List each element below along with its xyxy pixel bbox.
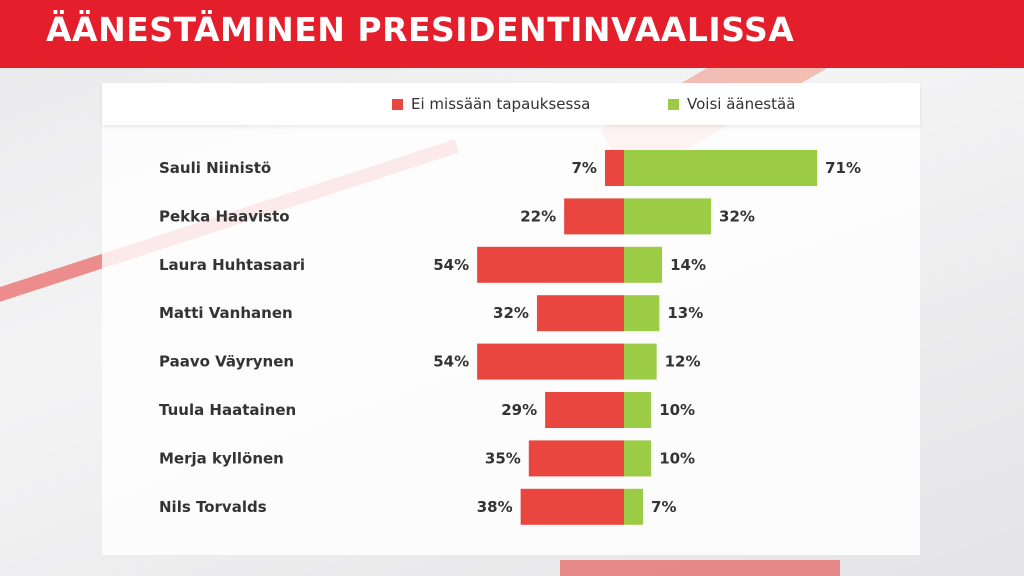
bar-negative <box>477 246 624 283</box>
category-label: Laura Huhtasaari <box>159 256 305 274</box>
category-label: Sauli Niinistö <box>159 159 271 177</box>
bar-positive <box>624 343 657 380</box>
legend-item-negative: Ei missään tapauksessa <box>392 95 590 113</box>
legend: Ei missään tapauksessa Voisi äänestää <box>102 83 920 125</box>
category-label: Matti Vanhanen <box>159 304 293 322</box>
bar-positive <box>624 150 818 186</box>
page-title: ÄÄNESTÄMINEN PRESIDENTINVAALISSA <box>46 10 795 49</box>
data-label-positive: 10% <box>659 401 695 419</box>
category-label: Pekka Haavisto <box>159 207 290 225</box>
background-streak <box>560 560 840 576</box>
bar-positive <box>624 295 660 332</box>
bar-negative <box>604 150 624 186</box>
category-label: Tuula Haatainen <box>159 401 296 419</box>
data-label-positive: 7% <box>651 498 676 516</box>
legend-label: Voisi äänestää <box>687 95 796 113</box>
legend-label: Ei missään tapauksessa <box>411 95 591 113</box>
category-label: Paavo Väyrynen <box>159 353 294 371</box>
data-label-negative: 54% <box>433 353 469 371</box>
bar-positive <box>624 392 652 428</box>
bar-positive <box>624 440 652 477</box>
title-bar: ÄÄNESTÄMINEN PRESIDENTINVAALISSA <box>0 0 1024 68</box>
bar-positive <box>624 198 712 235</box>
legend-swatch-green <box>668 98 679 110</box>
category-label: Merja kyllönen <box>159 449 284 467</box>
legend-swatch-red <box>392 98 403 110</box>
bar-negative <box>520 488 624 525</box>
category-label: Nils Torvalds <box>159 498 267 516</box>
bar-negative <box>545 392 624 428</box>
data-label-negative: 32% <box>493 304 529 322</box>
data-label-positive: 10% <box>659 449 695 467</box>
bar-positive <box>624 488 644 525</box>
legend-item-positive: Voisi äänestää <box>668 95 795 113</box>
bar-negative <box>536 295 624 332</box>
bar-negative <box>477 343 624 380</box>
data-label-negative: 22% <box>520 207 556 225</box>
data-label-negative: 54% <box>433 256 469 274</box>
data-label-positive: 32% <box>719 207 755 225</box>
data-label-positive: 14% <box>670 256 706 274</box>
data-label-positive: 12% <box>665 353 701 371</box>
data-label-negative: 7% <box>571 159 596 177</box>
data-label-positive: 71% <box>825 159 861 177</box>
data-label-negative: 29% <box>501 401 537 419</box>
bar-negative <box>528 440 624 477</box>
data-label-positive: 13% <box>667 304 703 322</box>
data-label-negative: 38% <box>477 498 513 516</box>
bar-negative <box>564 198 624 235</box>
bar-positive <box>624 246 663 283</box>
data-label-negative: 35% <box>485 449 521 467</box>
